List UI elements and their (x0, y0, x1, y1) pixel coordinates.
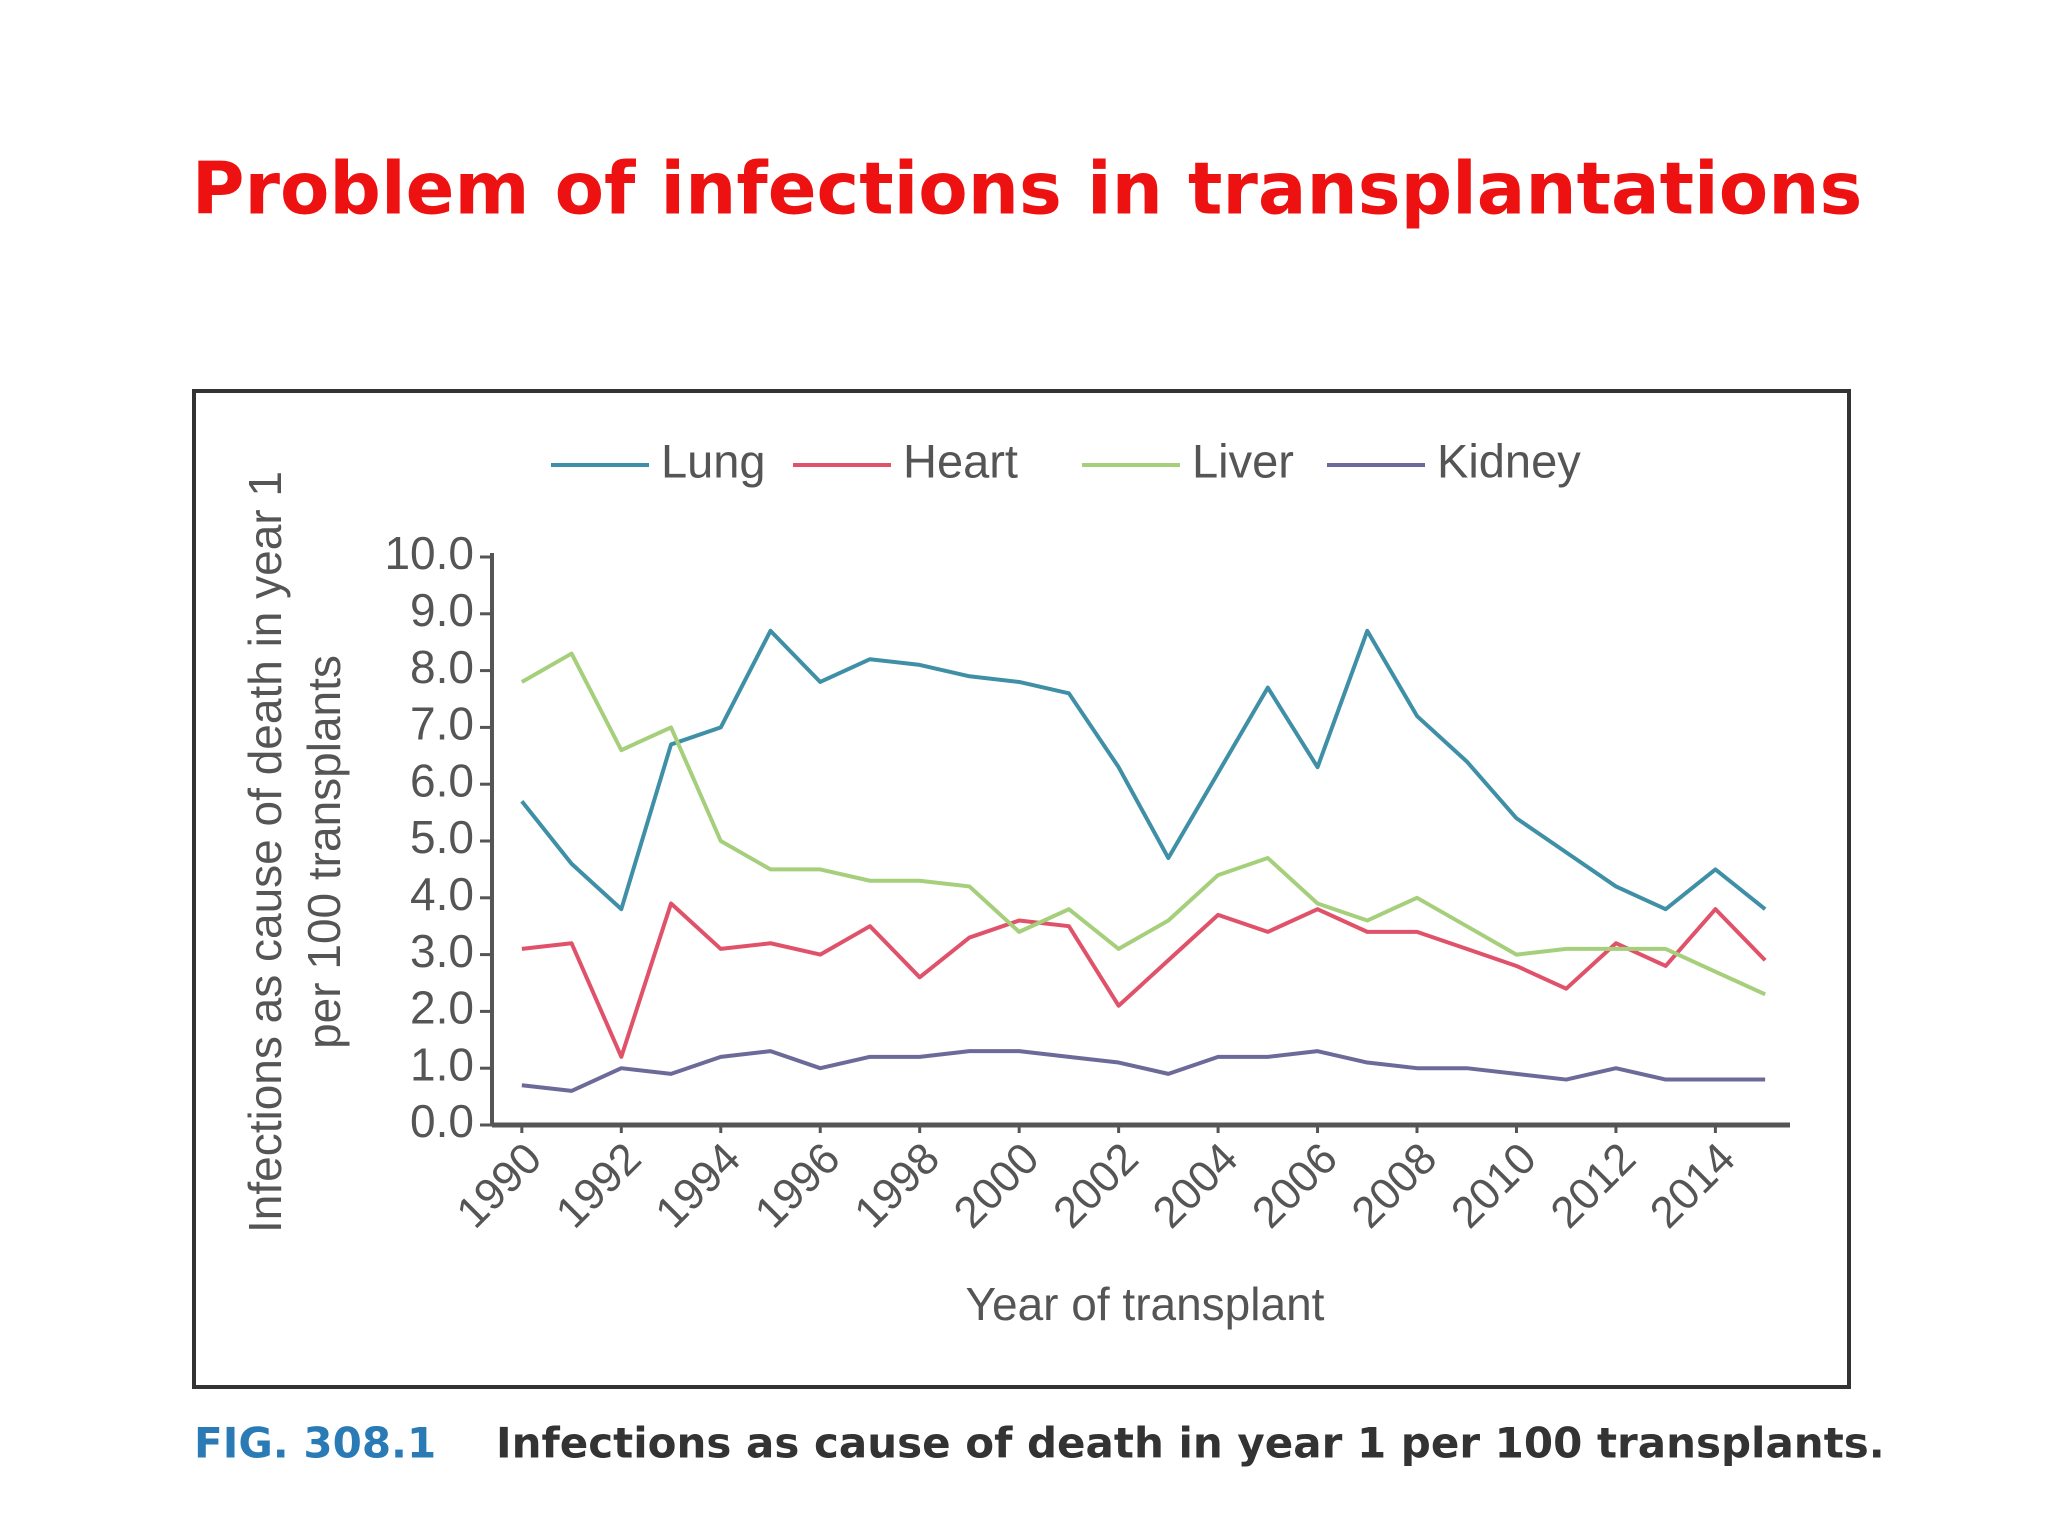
legend-label: Lung (661, 434, 766, 487)
series-line (520, 628, 1767, 912)
legend-label: Kidney (1437, 434, 1581, 487)
y-tick-label: 0.0 (410, 1095, 474, 1147)
y-tick-label: 4.0 (410, 868, 474, 920)
series-line (520, 651, 1766, 997)
figure-label: FIG. 308.1 (194, 1419, 436, 1468)
x-tick-label: 2008 (1342, 1134, 1446, 1238)
y-tick-label: 5.0 (410, 811, 474, 863)
x-tick-label: 1990 (447, 1134, 551, 1238)
y-tick-label: 8.0 (410, 641, 474, 693)
figure-caption: Infections as cause of death in year 1 p… (496, 1419, 1885, 1468)
x-tick-label: 2004 (1144, 1134, 1248, 1238)
y-axis-label: per 100 transplants (298, 655, 350, 1049)
x-tick-label: 2002 (1044, 1134, 1148, 1238)
x-tick-label: 1994 (646, 1134, 750, 1238)
y-tick-label: 3.0 (410, 925, 474, 977)
y-axis-label: Infections as cause of death in year 1 (239, 471, 291, 1233)
y-tick-label: 10.0 (384, 527, 474, 579)
x-tick-label: 2006 (1243, 1134, 1347, 1238)
y-tick-label: 9.0 (410, 584, 474, 636)
y-tick-label: 1.0 (410, 1038, 474, 1090)
x-tick-label: 2010 (1442, 1134, 1546, 1238)
x-tick-label: 1996 (746, 1134, 850, 1238)
x-tick-label: 2000 (945, 1134, 1049, 1238)
legend-label: Liver (1192, 434, 1294, 487)
figure-frame (192, 389, 1851, 1389)
y-tick-label: 2.0 (410, 982, 474, 1034)
x-tick-label: 2012 (1541, 1134, 1645, 1238)
x-axis-label: Year of transplant (966, 1278, 1325, 1330)
x-tick-label: 1998 (845, 1134, 949, 1238)
x-tick-label: 1992 (547, 1134, 651, 1238)
series-line (521, 1049, 1766, 1093)
y-tick-label: 6.0 (410, 754, 474, 806)
x-tick-label: 2014 (1641, 1134, 1745, 1238)
y-tick-label: 7.0 (410, 698, 474, 750)
chart: 0.01.02.03.04.05.06.07.08.09.010.0199019… (239, 434, 1790, 1330)
series-line (521, 901, 1767, 1059)
slide-title: Problem of infections in transplantation… (192, 147, 1863, 231)
legend-label: Heart (903, 434, 1018, 487)
